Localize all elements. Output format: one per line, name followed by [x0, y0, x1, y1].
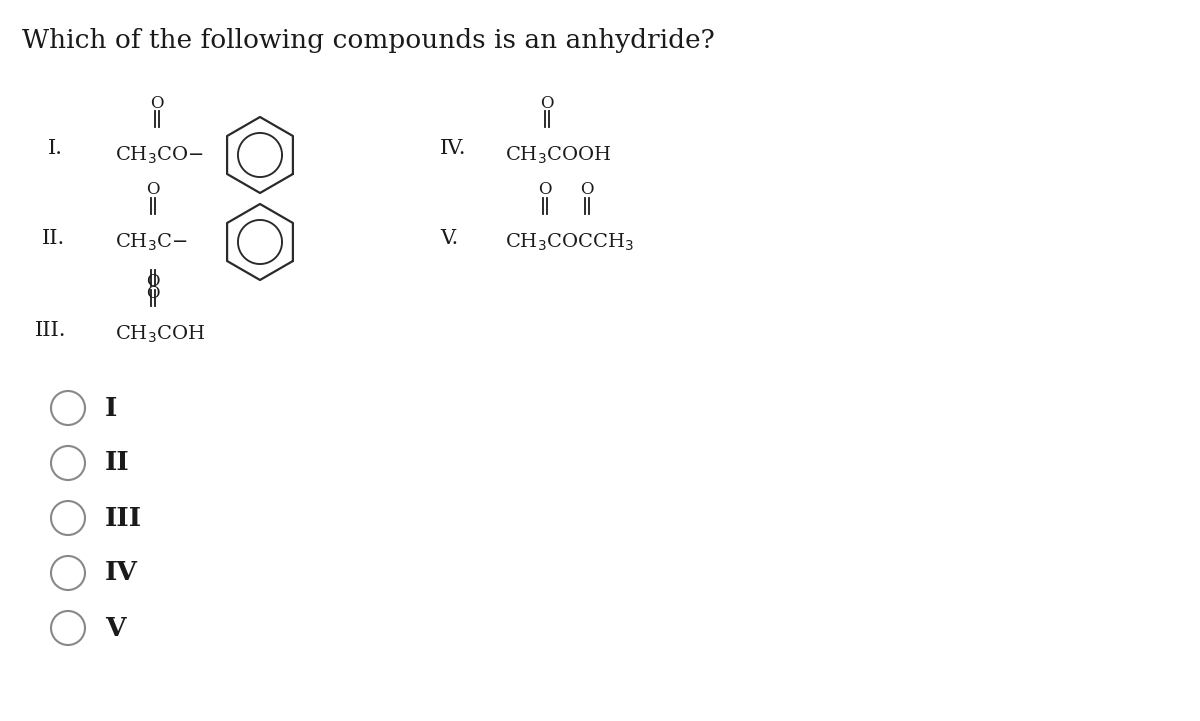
Text: O: O [146, 273, 160, 291]
Text: IV.: IV. [440, 138, 467, 157]
Circle shape [50, 556, 85, 590]
Circle shape [50, 611, 85, 645]
Text: CH$_3$CO$-$: CH$_3$CO$-$ [115, 144, 204, 166]
Text: CH$_3$COCCH$_3$: CH$_3$COCCH$_3$ [505, 231, 634, 252]
Text: Which of the following compounds is an anhydride?: Which of the following compounds is an a… [22, 28, 715, 53]
Text: O: O [150, 94, 163, 112]
Text: V: V [106, 616, 126, 640]
Text: III: III [106, 505, 142, 531]
Text: II.: II. [42, 229, 65, 247]
Text: I.: I. [48, 138, 64, 157]
Text: O: O [146, 286, 160, 303]
Text: I: I [106, 396, 118, 420]
Text: II: II [106, 451, 130, 476]
Circle shape [50, 391, 85, 425]
Text: O: O [540, 94, 553, 112]
Circle shape [50, 446, 85, 480]
Text: III.: III. [35, 321, 66, 340]
Text: CH$_3$COH: CH$_3$COH [115, 323, 205, 345]
Circle shape [50, 501, 85, 535]
Text: CH$_3$C$-$: CH$_3$C$-$ [115, 231, 187, 252]
Text: O: O [146, 182, 160, 198]
Text: O: O [581, 182, 594, 198]
Text: CH$_3$COOH: CH$_3$COOH [505, 144, 611, 166]
Text: IV: IV [106, 560, 138, 585]
Text: V.: V. [440, 229, 458, 247]
Text: O: O [539, 182, 552, 198]
